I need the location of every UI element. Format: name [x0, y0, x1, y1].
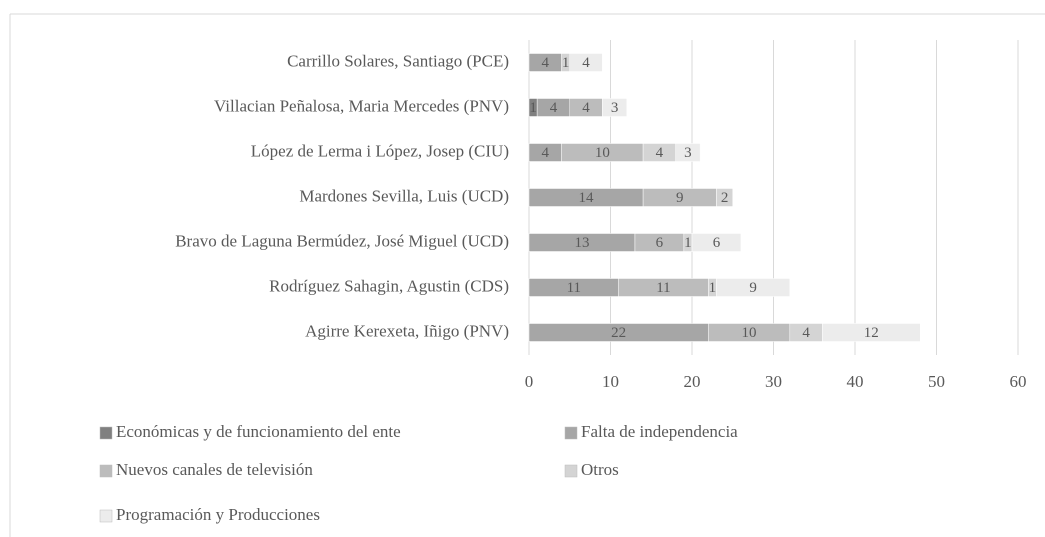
x-tick-label: 60 — [1010, 372, 1027, 391]
x-tick-label: 20 — [684, 372, 701, 391]
data-label: 2 — [721, 190, 729, 206]
data-label: 14 — [579, 190, 595, 206]
data-label: 10 — [595, 145, 610, 161]
data-label: 9 — [676, 190, 684, 206]
data-label: 1 — [684, 235, 692, 251]
data-label: 3 — [611, 100, 619, 116]
legend-swatch — [99, 426, 113, 440]
bar-segment — [569, 53, 603, 72]
data-label: 4 — [582, 100, 590, 116]
x-tick-label: 0 — [525, 372, 534, 391]
x-tick-label: 40 — [847, 372, 864, 391]
data-label: 4 — [656, 145, 664, 161]
x-tick-label: 30 — [765, 372, 782, 391]
data-label: 11 — [567, 280, 581, 296]
data-label: 1 — [529, 100, 537, 116]
legend-label: Económicas y de funcionamiento del ente — [116, 422, 401, 441]
y-tick-label: Carrillo Solares, Santiago (PCE) — [287, 51, 509, 70]
data-label: 4 — [802, 325, 810, 341]
data-label: 4 — [542, 55, 550, 71]
y-tick-label: Rodríguez Sahagin, Agustin (CDS) — [269, 276, 509, 295]
data-label: 13 — [574, 235, 589, 251]
legend-swatch — [564, 426, 578, 440]
legend-label: Otros — [581, 460, 619, 479]
legend-swatch — [99, 464, 113, 478]
x-tick-label: 10 — [602, 372, 619, 391]
bar-segment — [675, 143, 701, 162]
data-label: 9 — [749, 280, 757, 296]
data-label: 11 — [656, 280, 670, 296]
bar-segment — [691, 233, 742, 252]
data-label: 1 — [709, 280, 717, 296]
legend-swatch — [564, 464, 578, 478]
bar-segment — [822, 323, 921, 342]
y-tick-label: Mardones Sevilla, Luis (UCD) — [299, 186, 509, 205]
y-tick-label: Agirre Kerexeta, Iñigo (PNV) — [305, 321, 509, 340]
data-label: 10 — [742, 325, 757, 341]
data-label: 6 — [713, 235, 721, 251]
y-tick-label: Bravo de Laguna Bermúdez, José Miguel (U… — [175, 231, 509, 250]
bar-segment — [716, 188, 734, 207]
data-label: 12 — [864, 325, 879, 341]
y-tick-label: López de Lerma i López, Josep (CIU) — [251, 141, 509, 160]
x-tick-label: 50 — [928, 372, 945, 391]
data-label: 4 — [542, 145, 550, 161]
y-tick-label: Villacian Peñalosa, Maria Mercedes (PNV) — [214, 96, 509, 115]
bar-segment — [716, 278, 791, 297]
legend-swatch — [99, 509, 113, 523]
legend-label: Programación y Producciones — [116, 505, 320, 524]
bar-segment — [602, 98, 628, 117]
data-label: 3 — [684, 145, 692, 161]
data-label: 4 — [550, 100, 558, 116]
legend-label: Falta de independencia — [581, 422, 738, 441]
data-label: 1 — [562, 55, 570, 71]
data-label: 4 — [582, 55, 590, 71]
data-label: 22 — [611, 325, 626, 341]
data-label: 6 — [656, 235, 664, 251]
legend-label: Nuevos canales de televisión — [116, 460, 313, 479]
